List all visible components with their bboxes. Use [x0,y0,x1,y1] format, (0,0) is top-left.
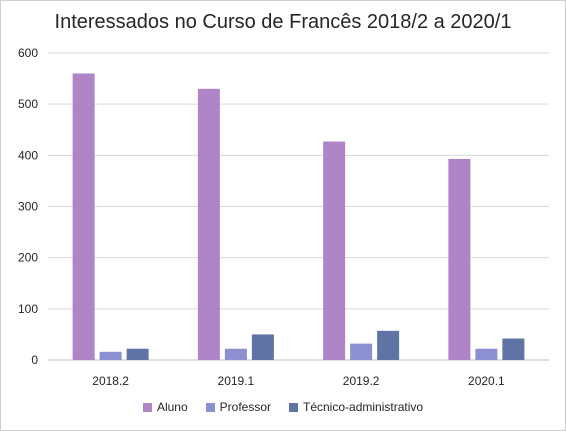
bar-aluno-2019-2 [323,141,346,360]
y-tick-label: 100 [18,302,38,316]
legend-swatch [205,402,215,412]
legend-item: Professor [205,400,271,414]
x-tick-label: 2018.2 [92,374,129,388]
bar-professor-2019-1 [224,348,247,360]
bar-professor-2019-2 [350,343,373,360]
legend-item: Aluno [142,400,188,414]
bar-t-cnico-administrativo-2019-1 [251,334,274,360]
y-tick-label: 200 [18,251,38,265]
bar-t-cnico-administrativo-2018-2 [126,348,149,360]
bar-aluno-2019-1 [197,88,220,361]
bar-aluno-2020-1 [448,158,471,360]
bar-t-cnico-administrativo-2020-1 [502,338,525,360]
chart-legend: Aluno Professor Técnico-administrativo [1,400,565,414]
legend-label: Aluno [156,400,188,414]
y-tick-label: 300 [18,200,38,214]
bar-professor-2020-1 [475,348,498,360]
legend-label: Técnico-administrativo [303,400,424,414]
bar-t-cnico-administrativo-2019-2 [377,330,400,360]
legend-item: Técnico-administrativo [289,400,423,414]
chart-title: Interessados no Curso de Francês 2018/2 … [54,11,512,33]
y-tick-label: 400 [18,148,38,162]
x-tick-label: 2019.1 [218,374,255,388]
y-tick-label: 500 [18,97,38,111]
bar-aluno-2018-2 [72,73,95,360]
legend-swatch [142,402,152,412]
legend-label: Professor [219,400,271,414]
bar-professor-2018-2 [99,351,122,360]
legend-swatch [289,402,298,412]
x-tick-label: 2020.1 [468,374,505,388]
y-tick-label: 600 [18,46,38,60]
x-tick-label: 2019.2 [343,374,380,388]
y-tick-label: 0 [31,353,38,367]
